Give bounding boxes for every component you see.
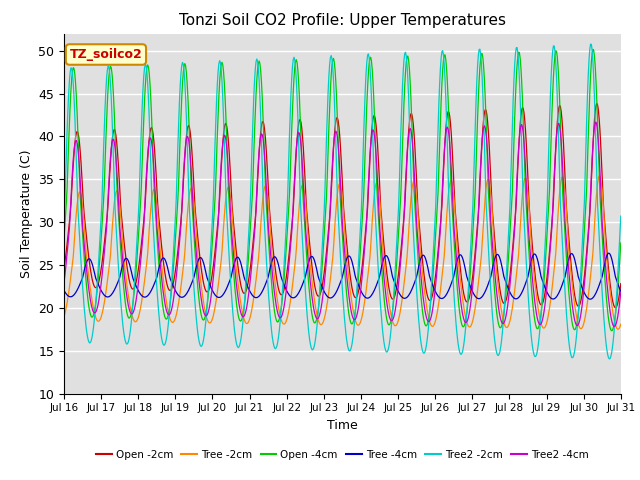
Tree -2cm <box>60 314 68 320</box>
Open -4cm <box>589 47 596 52</box>
Tree -2cm <box>127 310 135 315</box>
Open -2cm <box>214 225 221 231</box>
Tree -4cm <box>617 288 625 294</box>
Open -4cm <box>184 95 192 100</box>
Tree2 -2cm <box>184 161 192 167</box>
Line: Open -2cm: Open -2cm <box>64 104 621 308</box>
Tree -4cm <box>426 276 434 281</box>
Tree -4cm <box>184 288 192 294</box>
Open -4cm <box>426 303 434 309</box>
Tree -2cm <box>410 179 418 184</box>
Tree -4cm <box>70 292 78 298</box>
Line: Open -4cm: Open -4cm <box>64 49 621 331</box>
Open -2cm <box>127 285 135 290</box>
Tree2 -2cm <box>605 356 613 362</box>
Open -4cm <box>127 310 135 316</box>
Open -4cm <box>70 66 78 72</box>
Text: TZ_soilco2: TZ_soilco2 <box>70 48 142 61</box>
Legend: Open -2cm, Tree -2cm, Open -4cm, Tree -4cm, Tree2 -2cm, Tree2 -4cm: Open -2cm, Tree -2cm, Open -4cm, Tree -4… <box>92 445 593 464</box>
Open -2cm <box>60 265 68 271</box>
Tree -2cm <box>595 173 603 179</box>
Open -2cm <box>593 101 600 107</box>
Tree -4cm <box>127 269 135 275</box>
Tree2 -2cm <box>426 301 434 307</box>
Tree -2cm <box>70 241 78 247</box>
X-axis label: Time: Time <box>327 419 358 432</box>
Tree -2cm <box>617 322 625 327</box>
Line: Tree2 -4cm: Tree2 -4cm <box>64 122 621 326</box>
Tree2 -2cm <box>410 242 418 248</box>
Open -4cm <box>617 240 625 246</box>
Open -4cm <box>410 187 418 193</box>
Tree2 -4cm <box>592 119 600 125</box>
Open -4cm <box>214 132 221 138</box>
Tree2 -4cm <box>127 311 135 317</box>
Open -4cm <box>607 328 615 334</box>
Line: Tree -4cm: Tree -4cm <box>64 253 621 299</box>
Tree2 -4cm <box>70 147 78 153</box>
Open -2cm <box>410 131 418 136</box>
Open -2cm <box>426 298 434 303</box>
Tree2 -4cm <box>426 317 434 323</box>
Tree -2cm <box>614 326 621 332</box>
Tree -2cm <box>214 289 221 295</box>
Line: Tree -2cm: Tree -2cm <box>64 176 621 329</box>
Tree2 -2cm <box>587 41 595 47</box>
Tree2 -4cm <box>617 289 625 295</box>
Tree2 -2cm <box>127 319 135 324</box>
Y-axis label: Soil Temperature (C): Soil Temperature (C) <box>20 149 33 278</box>
Tree2 -4cm <box>410 165 418 171</box>
Tree -2cm <box>184 205 192 211</box>
Line: Tree2 -2cm: Tree2 -2cm <box>64 44 621 359</box>
Open -2cm <box>617 281 625 287</box>
Tree2 -2cm <box>214 81 221 87</box>
Open -4cm <box>60 236 68 242</box>
Tree -4cm <box>60 288 68 293</box>
Tree2 -2cm <box>60 216 68 221</box>
Title: Tonzi Soil CO2 Profile: Upper Temperatures: Tonzi Soil CO2 Profile: Upper Temperatur… <box>179 13 506 28</box>
Tree -4cm <box>214 294 221 300</box>
Tree2 -2cm <box>617 213 625 219</box>
Tree2 -4cm <box>611 324 618 329</box>
Tree2 -2cm <box>70 96 78 101</box>
Tree -4cm <box>586 296 594 302</box>
Tree2 -4cm <box>184 134 192 140</box>
Tree -4cm <box>410 281 418 287</box>
Open -2cm <box>612 305 620 311</box>
Tree2 -4cm <box>214 231 221 237</box>
Tree2 -4cm <box>60 280 68 286</box>
Tree -4cm <box>605 251 612 256</box>
Tree -2cm <box>426 321 434 326</box>
Open -2cm <box>70 150 78 156</box>
Open -2cm <box>184 123 192 129</box>
